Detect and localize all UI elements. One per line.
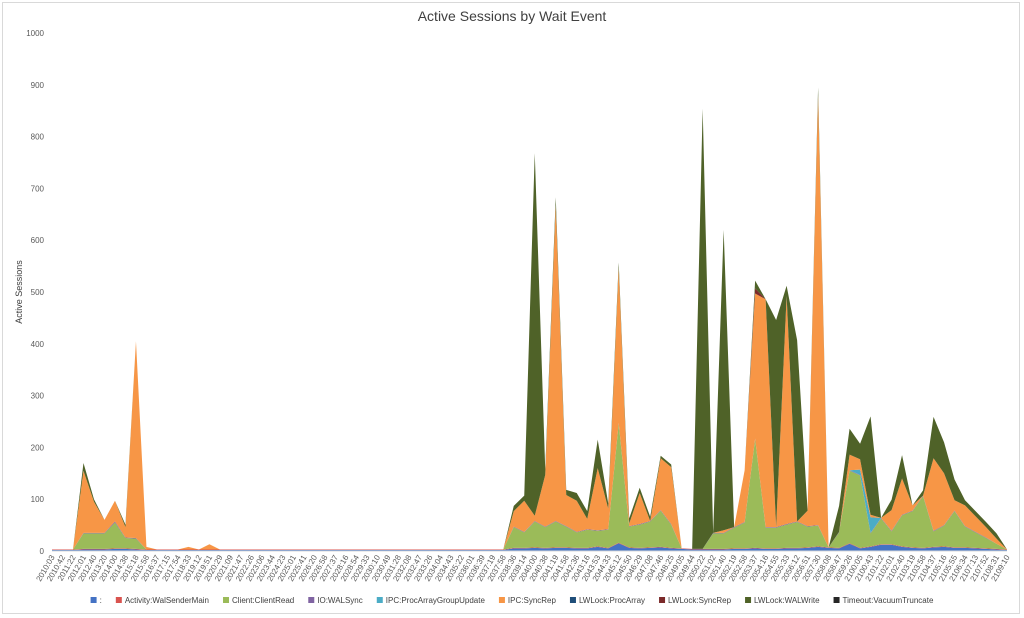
y-tick-label: 700 [31,184,45,193]
legend-swatch-5 [498,597,505,603]
y-tick-label: 0 [40,547,45,556]
y-tick-label: 600 [31,236,45,245]
legend-label-1: Activity:WalSenderMain [125,596,209,605]
legend-swatch-7 [659,597,666,603]
series-areas [52,87,1007,551]
legend-label-8: LWLock:WALWrite [754,596,820,605]
series-area-2 [52,423,1007,550]
legend-label-0: : [100,596,102,605]
legend-swatch-4 [376,597,383,603]
legend-swatch-3 [308,597,315,603]
y-tick-label: 500 [31,288,45,297]
y-tick-label: 1000 [26,29,44,38]
legend-label-2: Client:ClientRead [232,596,294,605]
legend-label-6: LWLock:ProcArray [579,596,645,605]
legend-swatch-8 [745,597,752,603]
legend-swatch-2 [223,597,230,603]
legend-swatch-0 [90,597,97,603]
legend-label-5: IPC:SyncRep [508,596,557,605]
legend-swatch-9 [833,597,840,603]
legend: : Activity:WalSenderMain Client:ClientRead… [90,596,934,605]
series-area-5 [52,95,1007,550]
series-area-0 [52,543,1007,551]
y-tick-label: 300 [31,392,45,401]
y-axis-label: Active Sessions [14,260,24,324]
legend-swatch-1 [115,597,122,603]
legend-label-9: Timeout:VacuumTruncate [843,596,934,605]
y-tick-label: 900 [31,81,45,90]
y-tick-label: 100 [31,495,45,504]
legend-label-7: LWLock:SyncRep [668,596,732,605]
legend-label-3: IO:WALSync [317,596,363,605]
legend-swatch-6 [569,597,576,603]
y-tick-label: 800 [31,133,45,142]
x-axis-ticks: 2010:032010:422011:222012:012012:402013:… [34,553,1012,583]
legend-label-4: IPC:ProcArrayGroupUpdate [386,596,486,605]
y-tick-label: 400 [31,340,45,349]
series-area-8 [52,87,1007,550]
y-tick-label: 200 [31,443,45,452]
y-axis-ticks: 0 100 200 300 400 500 600 700 800 900 1000 [26,29,44,556]
chart-title: Active Sessions by Wait Event [417,8,607,24]
